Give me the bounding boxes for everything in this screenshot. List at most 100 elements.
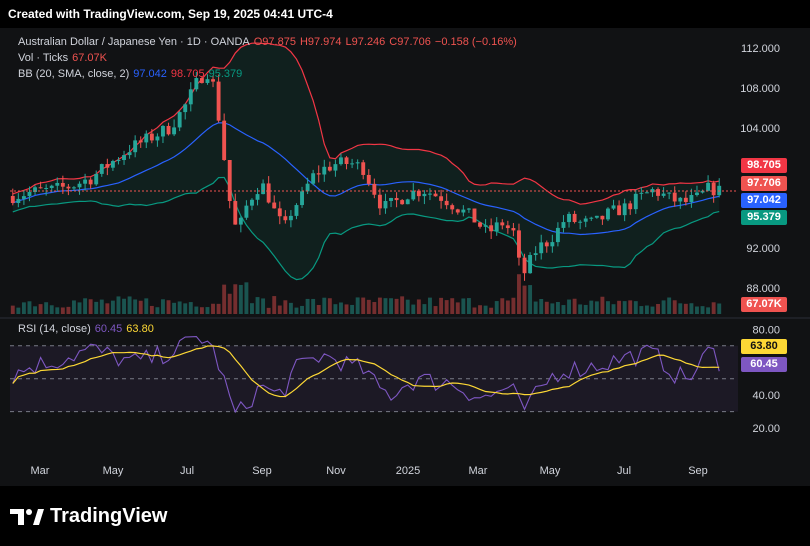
bb-basis-badge: 97.042	[741, 193, 787, 208]
volume-bar	[122, 298, 126, 314]
candle-body	[77, 183, 82, 188]
candle-body	[656, 189, 660, 196]
bb-legend[interactable]: BB (20, SMA, close, 2) 97.042 98.705 95.379	[18, 68, 246, 80]
candle-body	[522, 257, 527, 274]
candle	[361, 159, 366, 180]
candle-body	[272, 202, 277, 209]
rsi-axis[interactable]: 80.00 40.00 20.00	[752, 324, 780, 435]
volume-badge: 67.07K	[741, 297, 787, 312]
candle-body	[405, 199, 410, 205]
candle-body	[583, 218, 588, 222]
candle-body	[455, 209, 460, 213]
volume-bar	[21, 302, 26, 314]
candle-body	[633, 193, 638, 210]
candle	[405, 198, 410, 205]
candle-body	[127, 152, 132, 156]
rsi-tick-label: 80.00	[752, 324, 780, 336]
candle-body	[416, 190, 421, 197]
candle	[333, 159, 338, 177]
volume-bar	[411, 304, 416, 314]
volume-bar	[138, 300, 143, 314]
candle-body	[478, 222, 482, 227]
volume-bar	[661, 300, 666, 314]
rsi-legend[interactable]: RSI (14, close) 60.45 63.80	[18, 323, 158, 335]
candle	[216, 74, 221, 123]
volume-bar	[233, 284, 238, 314]
candle-body	[238, 217, 243, 225]
tradingview-logo[interactable]: TradingView	[10, 505, 167, 528]
candle	[550, 234, 555, 253]
volume-bar	[55, 307, 60, 314]
volume-legend[interactable]: Vol · Ticks 67.07K	[18, 52, 111, 64]
volume-bar	[422, 304, 427, 314]
bb-upper-badge: 98.705	[741, 158, 787, 173]
candle	[138, 136, 143, 148]
volume-bar	[327, 298, 332, 314]
candle	[539, 234, 544, 260]
bb-upper-line	[12, 42, 720, 205]
volume-bar	[628, 300, 633, 314]
brand-name: TradingView	[50, 505, 168, 527]
candle-body	[172, 127, 177, 135]
candle	[127, 144, 132, 159]
candle	[155, 133, 160, 147]
candle	[372, 178, 377, 199]
candle	[327, 161, 332, 172]
volume-bar	[266, 307, 271, 314]
candle	[633, 189, 638, 214]
volume-bar	[127, 296, 132, 314]
price-axis[interactable]: 112.000 108.000 104.000 92.000 88.000	[740, 43, 780, 295]
volume-bar	[272, 296, 277, 314]
candle-body	[105, 164, 110, 168]
candle	[44, 184, 49, 196]
volume-bar	[633, 301, 638, 314]
candle	[33, 185, 37, 195]
candle-body	[528, 255, 533, 274]
volume-bar	[294, 307, 299, 314]
volume-bar	[366, 299, 371, 314]
volume-bar	[600, 296, 605, 314]
candle	[94, 170, 99, 186]
candle-body	[606, 208, 610, 220]
candle-body	[60, 182, 65, 187]
time-tick-label: Sep	[688, 465, 708, 477]
candle-body	[283, 216, 288, 221]
candle-body	[466, 208, 471, 210]
rsi-label: RSI (14, close)	[18, 323, 91, 335]
volume-bar	[94, 301, 99, 314]
time-axis[interactable]: Mar May Jul Sep Nov 2025 Mar May Jul Sep	[31, 465, 708, 477]
volume-bar	[38, 304, 43, 314]
volume-bar	[517, 274, 521, 314]
candle-body	[216, 81, 221, 121]
volume-bar	[489, 307, 494, 314]
candle	[211, 75, 215, 88]
volume-bar	[194, 306, 199, 314]
bb-label: BB (20, SMA, close, 2)	[18, 68, 130, 80]
time-tick-label: Mar	[469, 465, 488, 477]
time-tick-label: 2025	[396, 465, 420, 477]
volume-bar	[144, 298, 149, 314]
candle-body	[183, 104, 188, 113]
time-tick-label: Mar	[31, 465, 50, 477]
candle	[400, 198, 405, 205]
candle	[483, 219, 488, 233]
candle	[606, 207, 610, 222]
chart-canvas[interactable]: Mar May Jul Sep Nov 2025 Mar May Jul Sep 112.0001…	[0, 28, 810, 486]
candle	[622, 198, 627, 222]
candle	[528, 252, 533, 274]
candle-body	[327, 166, 332, 171]
price-tick-label: 104.000	[740, 123, 780, 135]
candle-body	[333, 164, 338, 171]
candle-body	[594, 215, 599, 218]
volume-bar	[166, 300, 171, 314]
candle	[428, 188, 432, 201]
volume-bar	[695, 306, 699, 314]
candle	[617, 200, 622, 216]
volume-bar	[372, 302, 377, 314]
volume-bar	[450, 298, 455, 314]
chart-panel[interactable]	[0, 28, 810, 486]
candle-body	[517, 230, 521, 258]
candle	[72, 186, 76, 191]
symbol-legend[interactable]: Australian Dollar / Japanese Yen · 1D · …	[18, 36, 521, 48]
candle	[700, 189, 705, 194]
